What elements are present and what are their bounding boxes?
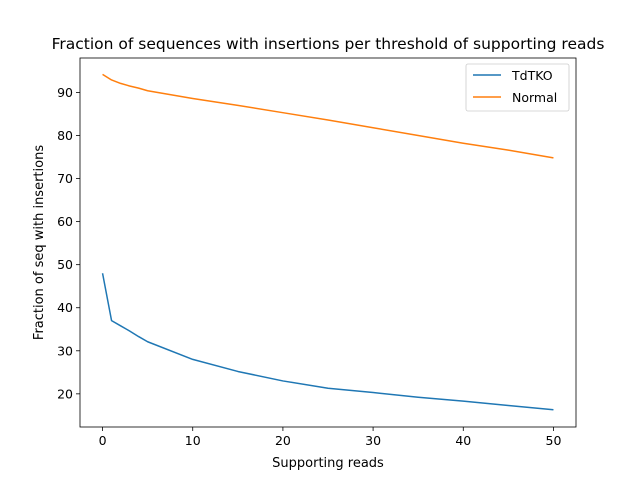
chart-title: Fraction of sequences with insertions pe…: [52, 35, 605, 53]
series-line-normal: [102, 73, 554, 159]
y-tick-label: 80: [57, 128, 73, 143]
plot-frame: [79, 57, 577, 428]
x-axis-label: Supporting reads: [272, 456, 384, 471]
y-axis-label: Fraction of seq with insertions: [32, 145, 47, 340]
legend-label-tdtko: TdTKO: [511, 68, 553, 83]
legend-label-normal: Normal: [512, 90, 557, 105]
x-tick-label: 0: [99, 433, 107, 448]
x-tick-label: 30: [365, 433, 381, 448]
y-tick-label: 60: [57, 214, 73, 229]
x-tick-label: 20: [275, 433, 291, 448]
x-axis: 0 10 20 30 40 50: [99, 427, 562, 448]
x-tick-label: 50: [546, 433, 562, 448]
y-tick-label: 40: [57, 300, 73, 315]
plot-area: [80, 58, 576, 427]
x-tick-label: 40: [455, 433, 471, 448]
series-line-tdtko: [101, 273, 554, 411]
legend: TdTKO Normal: [465, 63, 570, 112]
y-tick-label: 30: [57, 343, 73, 358]
y-tick-label: 20: [57, 386, 73, 401]
y-tick-label: 90: [57, 85, 73, 100]
series-layer: [101, 73, 554, 411]
y-tick-label: 70: [57, 171, 73, 186]
x-tick-label: 10: [185, 433, 201, 448]
y-tick-label: 50: [57, 257, 73, 272]
y-axis: 20 30 40 50 60 70 80 90: [57, 85, 80, 401]
